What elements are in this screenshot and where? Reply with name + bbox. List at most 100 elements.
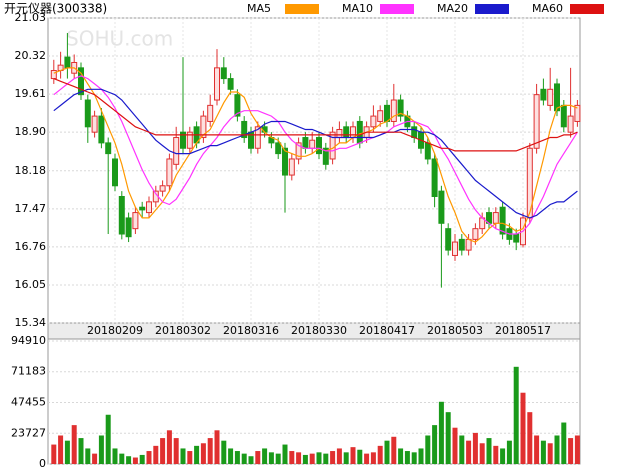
legend-label: MA10 (342, 2, 373, 15)
candle-body (200, 115, 207, 139)
candle-body (424, 142, 431, 160)
volume-bar (343, 452, 349, 464)
candle-body (282, 147, 288, 176)
volume-bar (432, 425, 438, 464)
candle-body (336, 128, 343, 139)
volume-bar (486, 438, 492, 464)
ma-line (53, 67, 578, 243)
candle-body (343, 126, 350, 139)
volume-bar (527, 412, 533, 464)
volume-bar (132, 457, 138, 464)
candle-body (241, 120, 248, 139)
y-tick-label: 47455 (11, 396, 46, 409)
y-tick-label: 19.61 (15, 87, 47, 100)
x-tick-label: 20180503 (427, 324, 483, 337)
y-tick-label: 0 (39, 457, 46, 469)
candle-body (84, 99, 91, 128)
volume-bar (500, 448, 506, 464)
y-tick-label: 20.32 (15, 49, 47, 62)
candle-body (384, 104, 390, 122)
volume-bar (126, 456, 132, 464)
volume-bar (520, 392, 526, 464)
candle-body (547, 88, 554, 106)
volume-bar (289, 451, 295, 464)
y-tick-label: 15.34 (15, 316, 47, 329)
watermark: SOHU.com (66, 27, 173, 51)
candle-body (105, 142, 112, 155)
candle-body (275, 142, 282, 155)
ma-line (53, 88, 578, 219)
x-tick-label: 20180330 (291, 324, 347, 337)
y-tick-label: 94910 (11, 334, 46, 347)
x-tick-label: 20180302 (155, 324, 211, 337)
volume-bar (391, 436, 397, 464)
volume-bar (262, 448, 268, 464)
volume-bar (51, 444, 57, 464)
volume-bar (187, 451, 193, 464)
volume-bar (493, 445, 499, 464)
volume-bar (534, 435, 540, 464)
volume-bar (411, 452, 417, 464)
volume-bar (119, 453, 125, 464)
volume-bar (85, 448, 91, 464)
legend-swatch (380, 4, 414, 14)
volume-bar (268, 452, 274, 464)
volume-bar (166, 430, 172, 464)
y-tick-label: 18.18 (15, 164, 47, 177)
volume-bar (309, 453, 315, 464)
candle-body (159, 185, 166, 192)
candle-body (91, 115, 98, 133)
volume-bar (364, 453, 370, 464)
candle-body (445, 228, 452, 251)
volume-bar (228, 448, 234, 464)
volume-bar (214, 430, 220, 464)
volume-bar (180, 448, 186, 464)
volume-bar (506, 440, 512, 464)
ma-line (53, 75, 578, 235)
candle-body (295, 142, 302, 160)
x-tick-label: 20180209 (87, 324, 143, 337)
x-tick-label: 20180417 (359, 324, 415, 337)
volume-bar (466, 440, 472, 464)
volume-bar (98, 435, 104, 464)
volume-bar (370, 452, 376, 464)
y-tick-label: 16.05 (15, 278, 47, 291)
candle-body (302, 137, 309, 149)
candle-body (533, 94, 540, 149)
candle-body (234, 94, 241, 117)
y-tick-label: 16.76 (15, 240, 47, 253)
volume-bar (173, 438, 179, 464)
volume-bar (472, 432, 478, 464)
volume-bar (92, 453, 98, 464)
candle-body (220, 67, 227, 80)
candle-body (513, 233, 520, 243)
candle-body (288, 158, 295, 176)
candle-body (458, 238, 465, 251)
volume-bar (241, 453, 247, 464)
volume-bar (554, 435, 560, 464)
volume-bar (404, 451, 410, 464)
y-tick-label: 71183 (11, 365, 46, 378)
volume-bar (377, 445, 383, 464)
ma-line (53, 78, 578, 152)
volume-bar (438, 401, 444, 464)
candle-body (356, 120, 363, 144)
legend-label: MA20 (437, 2, 468, 15)
volume-bar (200, 443, 206, 464)
volume-bar (574, 435, 580, 464)
volume-bar (330, 451, 336, 464)
candle-body (112, 158, 118, 187)
candle-body (560, 104, 567, 128)
volume-bar (207, 438, 213, 464)
volume-bar (547, 443, 553, 464)
volume-bar (445, 412, 451, 464)
volume-bar (221, 440, 227, 464)
legend-swatch (285, 4, 319, 14)
candle-body (98, 115, 105, 144)
candle-body (78, 67, 84, 96)
candle-body (118, 195, 125, 235)
candle-body (472, 228, 479, 240)
candle-body (316, 137, 322, 155)
volume-bar (384, 440, 390, 464)
volume-bar (418, 448, 424, 464)
